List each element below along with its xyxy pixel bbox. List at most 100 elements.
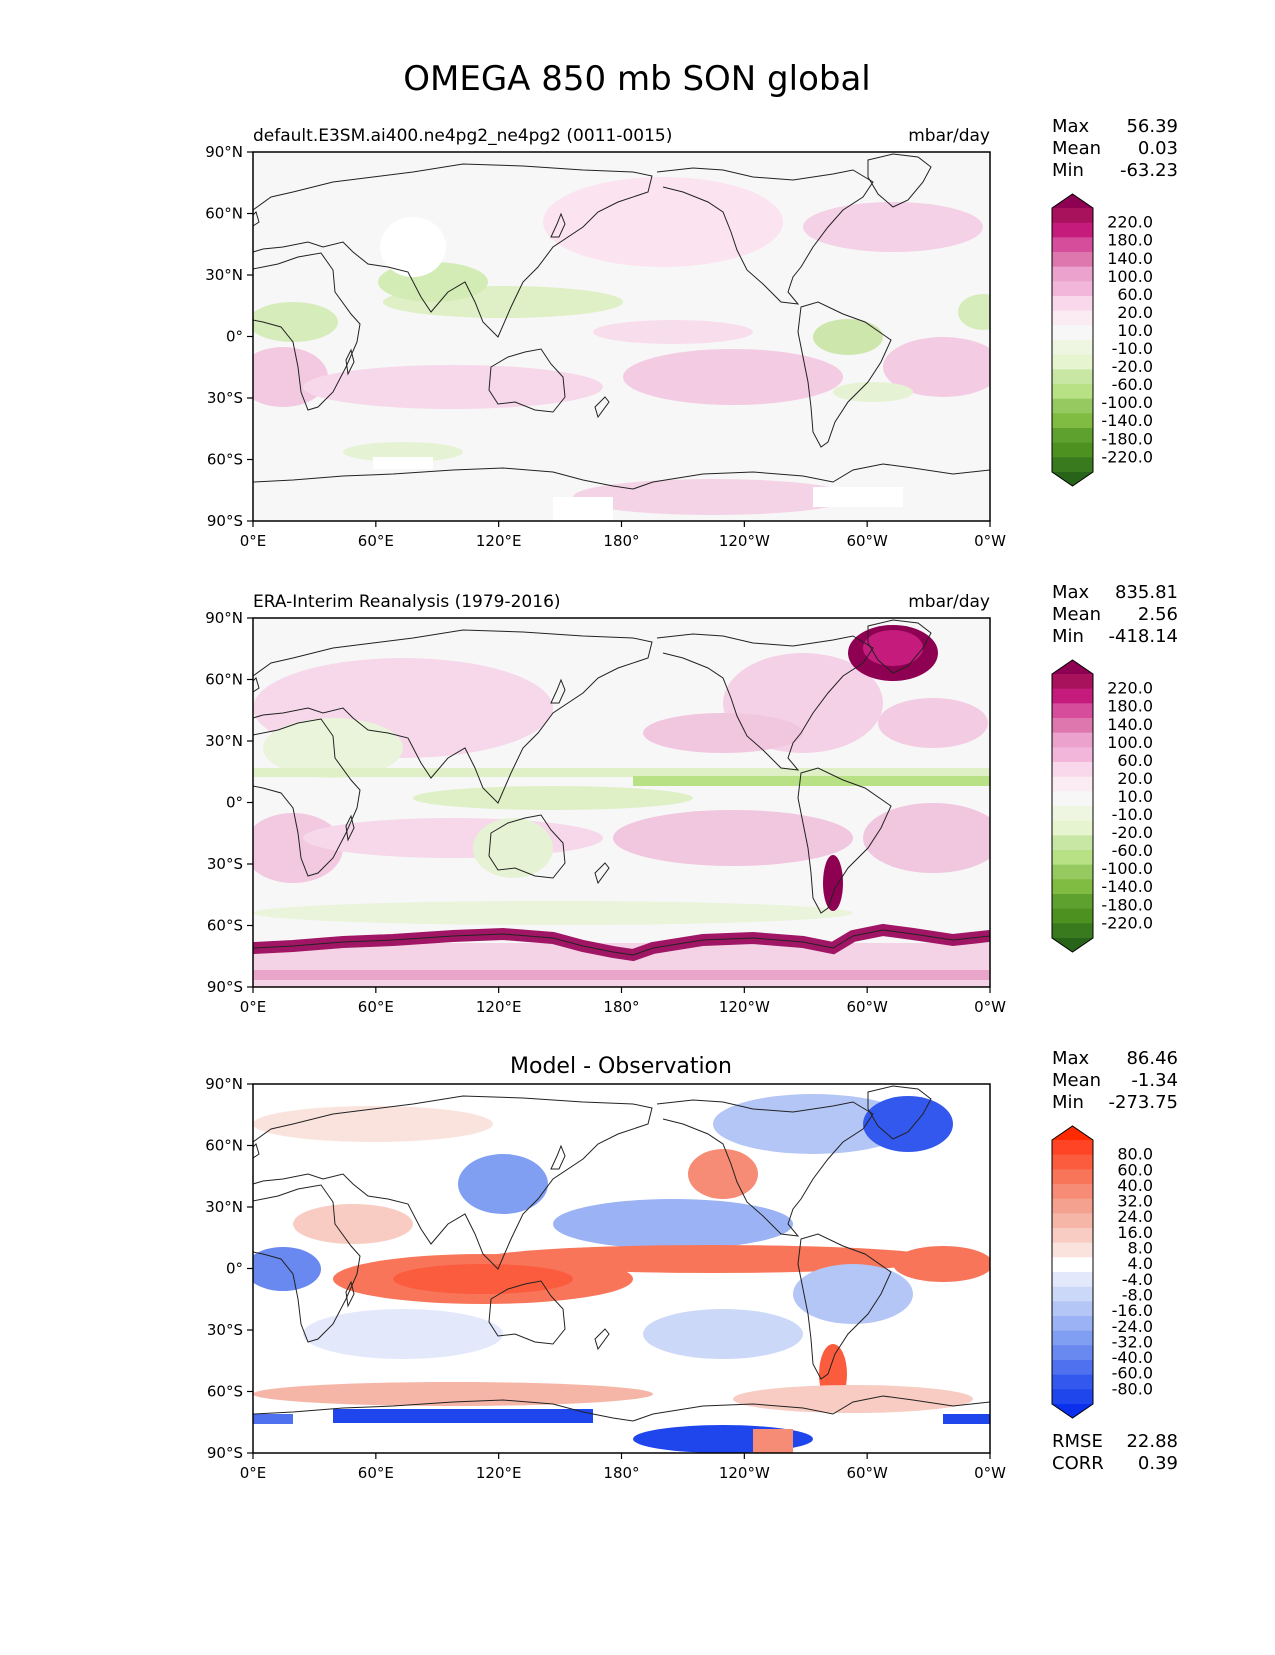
panel-2-units: mbar/day <box>908 592 990 612</box>
map-3 <box>253 1084 990 1453</box>
colorbar-tick-label: 4.0 <box>1128 1254 1153 1273</box>
colorbar-segment <box>1052 1389 1093 1405</box>
colorbar-tick-label: 10.0 <box>1117 321 1153 340</box>
colorbar-segment <box>1052 384 1093 400</box>
lon-tick-label: 120°W <box>719 998 770 1016</box>
omega-field-1 <box>253 177 990 521</box>
colorbar-segment <box>1052 428 1093 444</box>
lon-tick-label: 0°W <box>974 1464 1006 1482</box>
colorbar-segment <box>1052 1257 1093 1273</box>
colorbar-tick-label: -8.0 <box>1122 1285 1153 1304</box>
colorbar: 220.0180.0140.0100.060.020.010.0-10.0-20… <box>1051 193 1153 487</box>
colorbar-extend-max <box>1052 194 1093 208</box>
lat-tick-label: 90°S <box>207 512 243 530</box>
colorbar-tick-label: 10.0 <box>1117 787 1153 806</box>
lat-tick-label: 0° <box>226 328 243 346</box>
colorbar-segment <box>1052 1286 1093 1302</box>
colorbar-segment <box>1052 1228 1093 1244</box>
colorbar-extend-min <box>1052 1404 1093 1418</box>
colorbar-segment <box>1052 791 1093 807</box>
panel-1-title: default.E3SM.ai400.ne4pg2_ne4pg2 (0011-0… <box>253 126 672 146</box>
colorbar-segment <box>1052 252 1093 268</box>
colorbar-segment <box>1052 237 1093 253</box>
stat-label-rmse: RMSE <box>1052 1431 1103 1452</box>
colorbar-segment <box>1052 1316 1093 1332</box>
colorbar-segment <box>1052 747 1093 763</box>
colorbar-segment <box>1052 266 1093 282</box>
lon-tick-label: 0°W <box>974 532 1006 550</box>
colorbar-tick-label: 60.0 <box>1117 751 1153 770</box>
colorbar-tick-label: -20.0 <box>1112 823 1153 842</box>
colorbar-tick-label: 140.0 <box>1107 249 1153 268</box>
colorbar-segment <box>1052 923 1093 939</box>
colorbar-segment <box>1052 1272 1093 1288</box>
colorbar-segment <box>1052 442 1093 458</box>
colorbar-tick-label: 140.0 <box>1107 715 1153 734</box>
stat-value-max: 835.81 <box>1115 582 1178 603</box>
colorbar-tick-label: -60.0 <box>1112 1364 1153 1383</box>
lon-tick-label: 60°W <box>846 1464 888 1482</box>
lon-tick-label: 0°E <box>240 1464 267 1482</box>
colorbar-tick-label: -20.0 <box>1112 357 1153 376</box>
colorbar-tick-label: 32.0 <box>1117 1192 1153 1211</box>
colorbar-tick-label: -100.0 <box>1101 393 1153 412</box>
stat-value-min: -418.14 <box>1109 626 1178 647</box>
lat-tick-label: 0° <box>226 794 243 812</box>
stat-label-min: Min <box>1052 626 1084 647</box>
lat-tick-label: 30°S <box>207 855 243 873</box>
stat-label-min: Min <box>1052 160 1084 181</box>
lat-tick-label: 30°N <box>205 732 243 750</box>
colorbar-tick-label: 20.0 <box>1117 769 1153 788</box>
colorbar-segment <box>1052 1184 1093 1200</box>
lat-tick-label: 60°N <box>205 205 243 223</box>
lat-tick-label: 60°N <box>205 671 243 689</box>
colorbar-segment <box>1052 835 1093 851</box>
colorbar-segment <box>1052 1213 1093 1229</box>
colorbar-segment <box>1052 776 1093 792</box>
colorbar-tick-label: -140.0 <box>1101 411 1153 430</box>
lon-tick-label: 120°E <box>476 1464 522 1482</box>
stat-label-mean: Mean <box>1052 604 1101 625</box>
colorbar-segment <box>1052 864 1093 880</box>
colorbar-tick-label: 100.0 <box>1107 733 1153 752</box>
stat-value-mean: -1.34 <box>1131 1070 1178 1091</box>
colorbar-segment <box>1052 894 1093 910</box>
colorbar-segment <box>1052 325 1093 341</box>
panel-2: ERA-Interim Reanalysis (1979-2016) mbar/… <box>205 592 1006 1016</box>
colorbar-tick-label: -220.0 <box>1101 913 1153 932</box>
colorbar-tick-label: 20.0 <box>1117 303 1153 322</box>
colorbar-segment <box>1052 340 1093 356</box>
colorbar-extend-min <box>1052 472 1093 486</box>
colorbar-tick-label: 220.0 <box>1107 679 1153 698</box>
stat-label-corr: CORR <box>1052 1453 1104 1474</box>
colorbar-segment <box>1052 732 1093 748</box>
colorbar-segment <box>1052 1198 1093 1214</box>
panel-2-title: ERA-Interim Reanalysis (1979-2016) <box>253 592 561 612</box>
colorbar-segment <box>1052 208 1093 224</box>
lat-tick-label: 90°N <box>205 1075 243 1093</box>
colorbar-extend-max <box>1052 660 1093 674</box>
colorbar-tick-label: 80.0 <box>1117 1145 1153 1164</box>
side-panel-3: Max 86.46 Mean -1.34 Min -273.75 80.060.040.03… <box>1051 1048 1178 1474</box>
colorbar-tick-label: -80.0 <box>1112 1379 1153 1398</box>
map-1 <box>253 152 990 521</box>
stat-value-mean: 2.56 <box>1138 604 1178 625</box>
colorbar-outline <box>1051 193 1094 487</box>
lat-tick-label: 0° <box>226 1260 243 1278</box>
colorbar-segment <box>1052 1242 1093 1258</box>
colorbar-tick-label: -180.0 <box>1101 429 1153 448</box>
lat-tick-label: 60°S <box>207 1383 243 1401</box>
colorbar-segment <box>1052 310 1093 326</box>
colorbar-outline <box>1051 1125 1094 1419</box>
colorbar-segment <box>1052 354 1093 370</box>
lon-tick-label: 120°E <box>476 998 522 1016</box>
colorbar-segment <box>1052 1301 1093 1317</box>
colorbar-tick-label: 100.0 <box>1107 267 1153 286</box>
stat-label-max: Max <box>1052 582 1090 603</box>
colorbar-tick-label: 220.0 <box>1107 213 1153 232</box>
colorbar-segment <box>1052 1345 1093 1361</box>
stat-value-rmse: 22.88 <box>1126 1431 1178 1452</box>
colorbar-tick-label: 180.0 <box>1107 697 1153 716</box>
lat-tick-label: 30°N <box>205 266 243 284</box>
